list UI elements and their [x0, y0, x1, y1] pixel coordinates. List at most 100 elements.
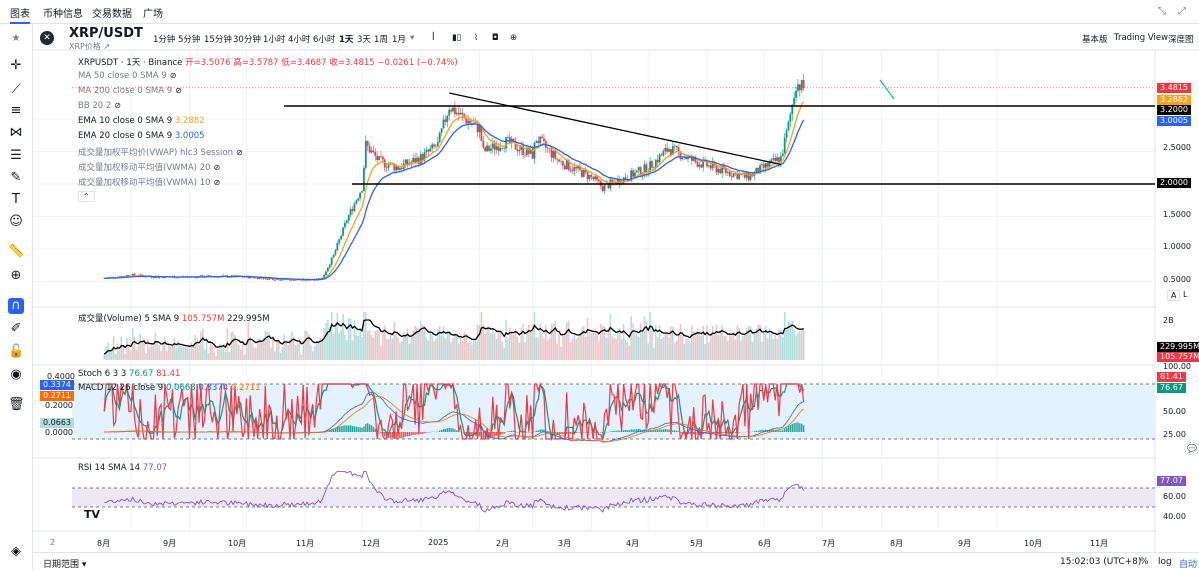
chat-icon[interactable]: 💬: [1184, 442, 1199, 455]
volume-bar: [797, 332, 799, 360]
candle-body: [717, 169, 719, 173]
price-axis-label: 1.0000: [1163, 242, 1191, 251]
candle-body: [501, 148, 503, 149]
legend-ema20[interactable]: EMA 20 close 0 SMA 9 3.0005: [78, 131, 205, 141]
volume-bar: [773, 339, 775, 360]
macd-hist-bar: [778, 430, 779, 432]
trendline[interactable]: [449, 93, 781, 165]
macd-hist-bar: [788, 426, 789, 432]
hidden-eye-icon[interactable]: ⊘: [175, 86, 182, 95]
macd-hist-bar: [424, 432, 425, 433]
volume-bar: [589, 332, 591, 360]
candle-body: [431, 144, 433, 148]
candle-body: [524, 155, 526, 156]
projection-arrow[interactable]: [880, 80, 894, 99]
candle-body: [662, 151, 664, 155]
volume-bar: [211, 346, 213, 360]
legend-volume[interactable]: 成交量(Volume) 5 SMA 9 105.757M 229.995M: [78, 312, 270, 324]
candle-body: [727, 172, 729, 173]
macd-hist-bar: [354, 426, 355, 432]
candle-body: [460, 113, 462, 115]
volume-bar: [117, 343, 119, 360]
volume-bar: [776, 339, 778, 360]
legend-stoch[interactable]: Stoch 6 3 3 76.67 81.41: [78, 369, 180, 379]
macd-hist-bar: [384, 432, 385, 436]
volume-bar: [456, 336, 458, 360]
volume-bar: [325, 323, 327, 360]
x-axis-label: 9月: [958, 538, 971, 549]
legend-vwma20[interactable]: 成交量加权移动平均值(VWMA) 20⊘: [78, 161, 220, 173]
candle-body: [429, 148, 431, 151]
volume-bar: [285, 342, 287, 360]
candle-body: [517, 149, 519, 151]
volume-bar: [441, 335, 443, 360]
candle-body: [575, 167, 577, 169]
candle-body: [556, 159, 558, 160]
macd-hist-bar: [390, 432, 391, 438]
volume-bar: [164, 337, 166, 360]
volume-bar: [265, 330, 267, 360]
volume-bar: [786, 327, 788, 360]
volume-bar: [769, 328, 771, 360]
candle-body: [507, 137, 509, 138]
auto-toggle[interactable]: 自动: [1179, 557, 1197, 570]
legend-macd[interactable]: MACD 12 26 close 9 0.0663 0.3374 0.2711: [78, 383, 261, 393]
volume-bar: [782, 337, 784, 360]
legend-vwap[interactable]: 成交量加权平均价(VWAP) hlc3 Session⊘: [78, 146, 243, 158]
candle-body: [738, 174, 740, 179]
macd-hist-bar: [721, 432, 722, 433]
candle-body: [484, 147, 486, 151]
hidden-eye-icon[interactable]: ⊘: [214, 178, 221, 187]
macd-hist-bar: [399, 432, 400, 438]
candle-body: [786, 130, 788, 137]
percent-toggle[interactable]: %: [1140, 557, 1149, 567]
legend-bb[interactable]: BB 20 2⊘: [78, 101, 121, 111]
line-low-label: 2.0000: [1157, 178, 1191, 188]
candle-body: [505, 137, 507, 148]
legend-ema10[interactable]: EMA 10 close 0 SMA 9 3.2882: [78, 116, 205, 126]
volume-bar: [511, 332, 513, 360]
volume-bar: [716, 324, 718, 360]
macd-hist-bar: [735, 432, 736, 433]
candle-body: [795, 91, 797, 98]
legend-vwma10[interactable]: 成交量加权移动平均值(VWMA) 10⊘: [78, 176, 220, 188]
volume-bar: [678, 335, 680, 360]
macd-hist-bar: [503, 432, 504, 434]
volume-bar: [767, 338, 769, 360]
candle-body: [395, 167, 397, 171]
candle-body: [354, 204, 356, 211]
volume-bar: [251, 343, 253, 360]
volume-bar: [429, 333, 431, 360]
volume-bar: [610, 314, 612, 360]
hidden-eye-icon[interactable]: ⊘: [114, 101, 121, 110]
hidden-eye-icon[interactable]: ⊘: [214, 163, 221, 172]
legend-ma50[interactable]: MA 50 close 0 SMA 9⊘: [78, 71, 176, 81]
volume-bar: [676, 341, 678, 360]
macd-hist-bar: [509, 431, 510, 432]
volume-bar: [621, 339, 623, 360]
candle-body: [719, 169, 721, 173]
date-range-button[interactable]: 日期范围 ▾: [43, 557, 86, 570]
hidden-eye-icon[interactable]: ⊘: [170, 71, 177, 80]
candle-body: [693, 158, 695, 161]
x-axis-label: 7月: [822, 538, 835, 549]
candle-body: [340, 236, 342, 240]
log-toggle[interactable]: log: [1158, 557, 1172, 567]
volume-bar: [731, 336, 733, 360]
auto-scale-button[interactable]: A: [1167, 290, 1180, 301]
legend-collapse-icon[interactable]: ⌃: [78, 191, 95, 202]
macd-hist-bar: [450, 428, 451, 432]
volume-bar: [450, 342, 452, 360]
lock-scale-button[interactable]: L: [1183, 290, 1187, 299]
rsi-label: 77.07: [1157, 476, 1186, 486]
volume-bar: [301, 355, 303, 360]
candle-body: [765, 163, 767, 168]
legend-rsi[interactable]: RSI 14 SMA 14 77.07: [78, 463, 167, 473]
macd-hist-bar: [454, 429, 455, 432]
clock-time[interactable]: 15:02:03 (UTC+8): [1060, 557, 1141, 567]
hidden-eye-icon[interactable]: ⊘: [236, 148, 243, 157]
legend-ma200[interactable]: MA 200 close 0 SMA 9⊘: [78, 86, 182, 96]
volume-bar: [755, 329, 757, 360]
macd-hist-bar: [536, 431, 537, 432]
volume-bar: [638, 337, 640, 360]
